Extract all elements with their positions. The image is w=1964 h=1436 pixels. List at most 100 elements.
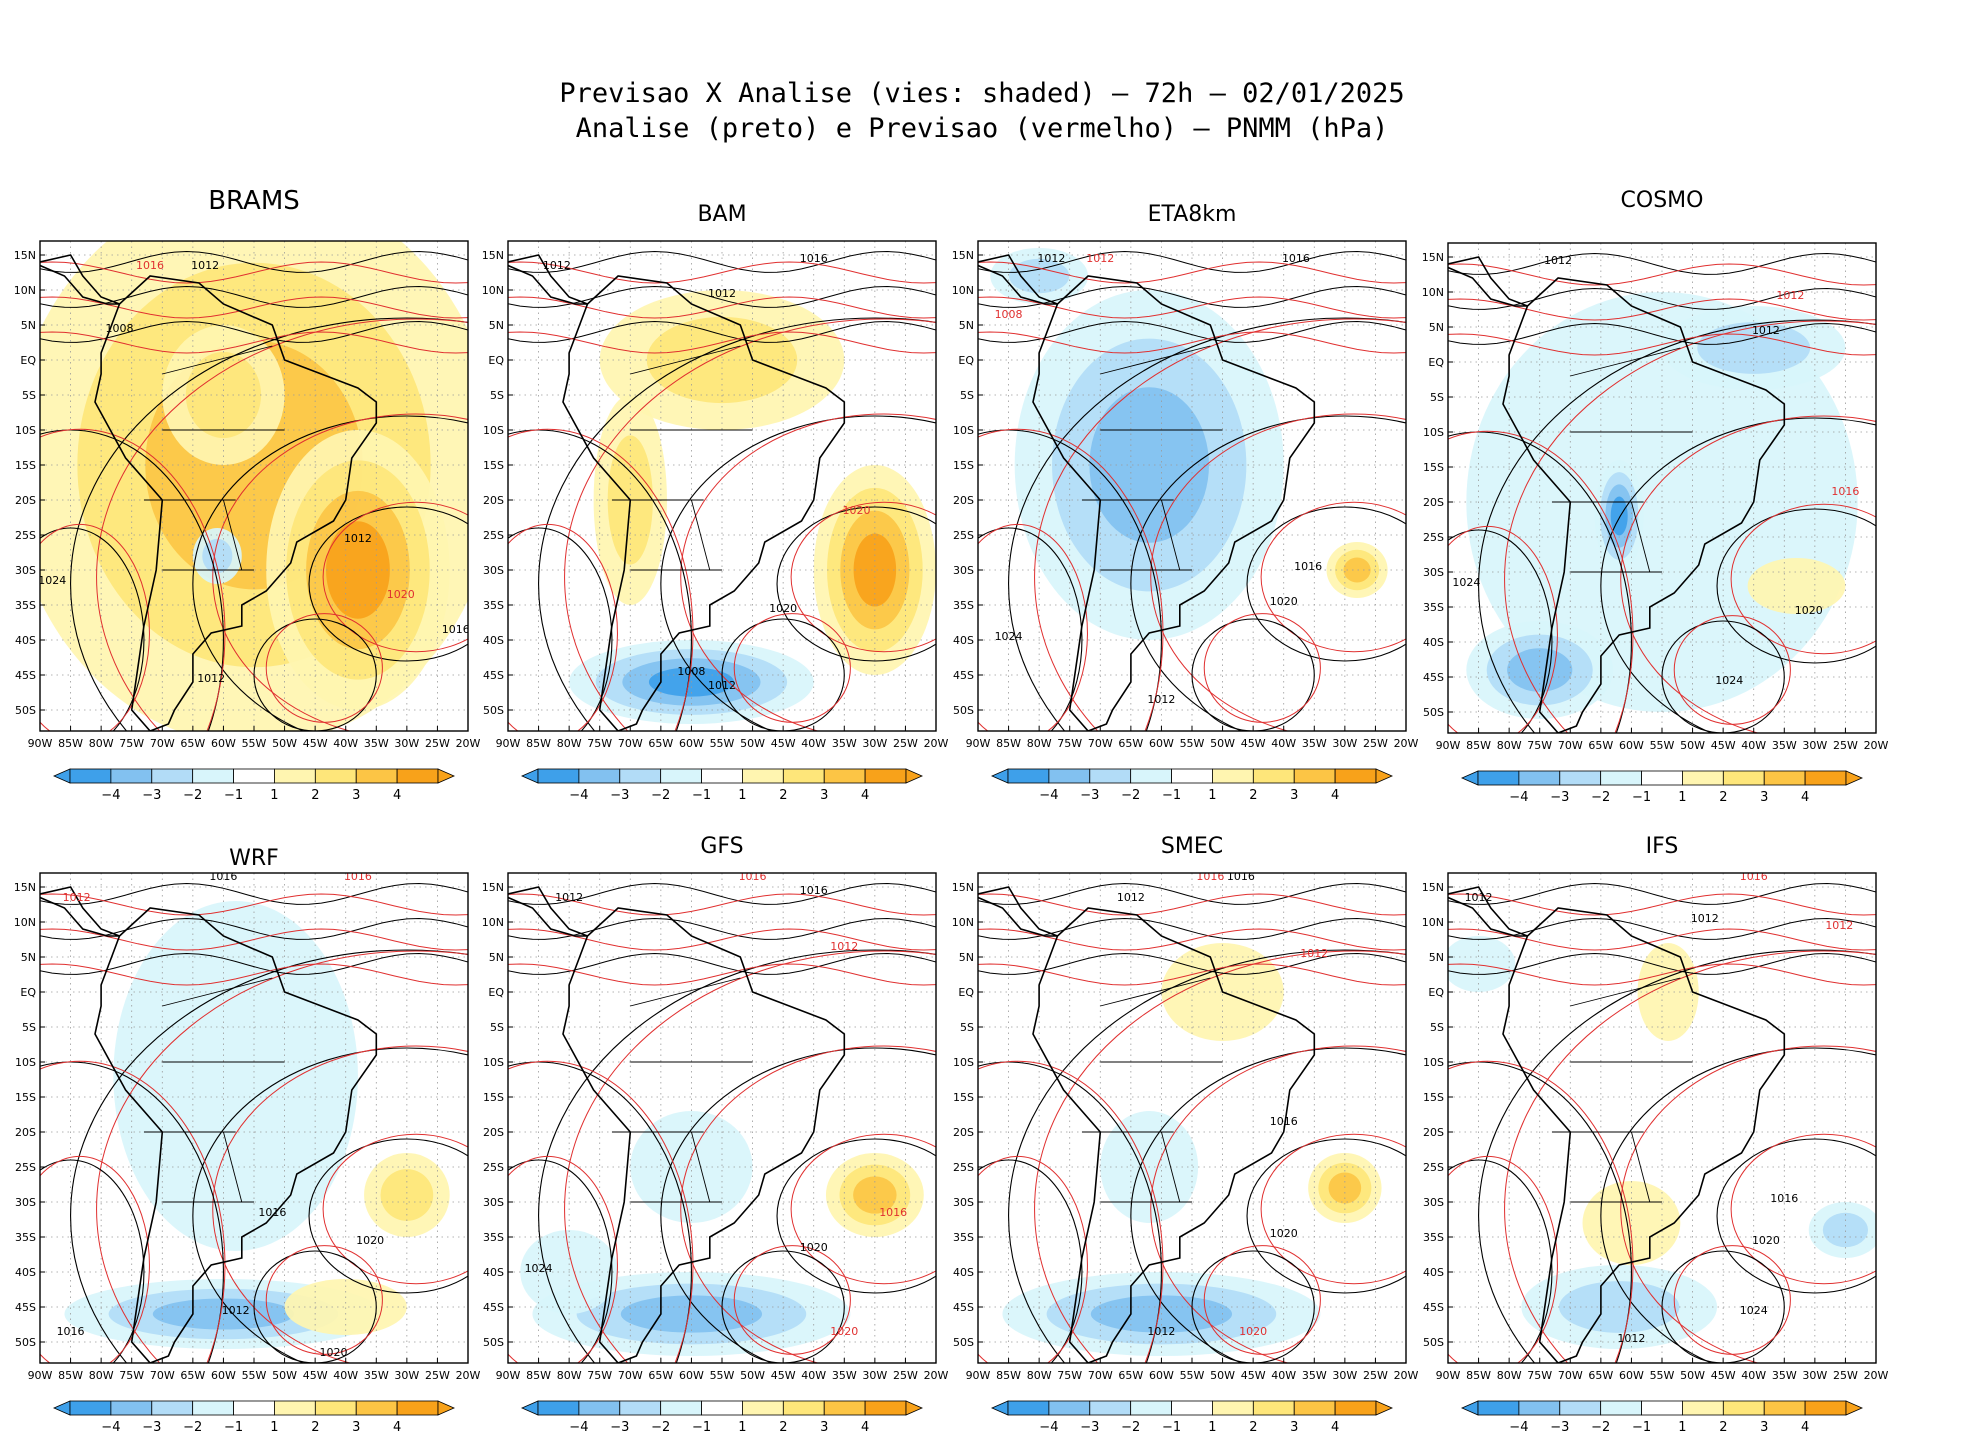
- forecast-isobar-tropics: [508, 331, 936, 354]
- x-tick-label: 80W: [557, 1369, 582, 1382]
- colorbar-bin: [233, 768, 275, 784]
- analysis-isobar: [776, 1138, 936, 1294]
- x-tick-label: 80W: [1497, 1369, 1522, 1382]
- colorbar-label: −3: [1550, 790, 1569, 805]
- x-tick-label: 20W: [456, 737, 481, 750]
- colorbar-bin: [1722, 1400, 1765, 1416]
- colorbar-bin: [578, 1400, 621, 1416]
- x-tick-label: 60W: [1619, 739, 1644, 752]
- analysis-isobar: [978, 1159, 1083, 1363]
- analysis-isobar-tropics: [1448, 322, 1876, 345]
- colorbar-label: 1: [1678, 790, 1686, 805]
- y-tick-label: 45S: [15, 1301, 36, 1314]
- country-border: [690, 499, 711, 571]
- forecast-isobar-tropics: [1448, 333, 1876, 356]
- colorbar-bin: [823, 768, 866, 784]
- forecast-isobar-tropics: [978, 261, 1406, 284]
- colorbar-bin: [1048, 768, 1091, 784]
- colorbar-bin: [1559, 1400, 1602, 1416]
- y-tick-label: 15N: [482, 881, 504, 894]
- colorbar-label: 3: [1290, 1420, 1298, 1435]
- y-tick-label: 40S: [483, 634, 504, 647]
- forecast-isobar: [1203, 1245, 1321, 1355]
- analysis-isobar-label: 1016: [1282, 252, 1310, 265]
- y-tick-label: 10N: [1422, 916, 1444, 929]
- analysis-isobar: [1600, 417, 1876, 733]
- forecast-isobar-tropics: [40, 928, 468, 951]
- colorbar-label: 4: [861, 788, 869, 803]
- y-tick-label: 15S: [483, 1091, 504, 1104]
- analysis-isobar-label: 1020: [800, 1241, 828, 1254]
- colorbar-label: 2: [311, 1420, 319, 1435]
- x-tick-label: 85W: [1466, 739, 1491, 752]
- x-tick-label: 85W: [58, 737, 83, 750]
- coastline-central-america: [40, 254, 120, 305]
- x-tick-label: 35W: [1772, 739, 1797, 752]
- y-tick-label: 40S: [1423, 636, 1444, 649]
- colorbar-arrow-right: [1845, 1400, 1863, 1416]
- map-area-wrf: 1016 1016 1012 1016 1016 1020 1012 1020: [40, 873, 468, 1363]
- y-tick-label: 10S: [15, 1056, 36, 1069]
- y-tick-label: 20S: [15, 494, 36, 507]
- colorbar-arrow-left: [521, 768, 539, 784]
- colorbar-label: −2: [651, 1420, 670, 1435]
- bias-blob-3-level--2: [202, 538, 233, 574]
- x-tick-label: 40W: [1271, 1369, 1296, 1382]
- x-tick-label: 50W: [1680, 739, 1705, 752]
- y-tick-label: 35S: [1423, 1231, 1444, 1244]
- bias-blob-2-level--2: [1009, 258, 1070, 294]
- y-tick-label: 50S: [953, 1336, 974, 1349]
- x-tick-label: 60W: [679, 1369, 704, 1382]
- forecast-isobar-label: 1020: [387, 588, 415, 601]
- analysis-isobar: [192, 1047, 468, 1363]
- analysis-isobar: [1130, 415, 1406, 731]
- coastline-africa: [1875, 873, 1876, 915]
- x-tick-label: 40W: [1271, 737, 1296, 750]
- analysis-isobar-label: 1012: [344, 532, 372, 545]
- y-tick-label: 20S: [1423, 1126, 1444, 1139]
- y-tick-label: 10S: [1423, 426, 1444, 439]
- analysis-isobar-tropics: [1448, 952, 1876, 975]
- colorbar-bin: [1171, 768, 1213, 784]
- y-tick-label: 15S: [953, 1091, 974, 1104]
- coastline-africa: [1405, 873, 1406, 915]
- colorbar-bin: [1518, 1400, 1561, 1416]
- coastline-central-america: [40, 886, 120, 937]
- colorbar-bin: [1089, 1400, 1132, 1416]
- country-border: [222, 499, 243, 571]
- x-tick-label: 80W: [89, 737, 114, 750]
- colorbar-bin: [69, 768, 112, 784]
- y-tick-label: 40S: [953, 634, 974, 647]
- analysis-isobar-tropics: [1448, 287, 1876, 310]
- colorbar-bin: [1600, 770, 1642, 786]
- colorbar-label: −4: [1509, 790, 1528, 805]
- colorbar-label: −4: [1509, 1420, 1528, 1435]
- coastline-south-america: [1502, 907, 1786, 1363]
- forecast-isobar-label: 1016: [1740, 870, 1768, 883]
- forecast-isobar: [508, 428, 694, 731]
- analysis-isobar-tropics: [40, 285, 468, 308]
- colorbar-bin: [110, 1400, 153, 1416]
- forecast-isobar: [265, 613, 383, 723]
- bias-blob-0-level-2: [646, 316, 798, 404]
- colorbar-bin: [1171, 1400, 1213, 1416]
- colorbar-label: −1: [1632, 790, 1651, 805]
- analysis-isobar-tropics: [508, 320, 936, 343]
- colorbar-label: 4: [393, 1420, 401, 1435]
- x-tick-label: 80W: [89, 1369, 114, 1382]
- analysis-isobar-label: 1012: [191, 259, 219, 272]
- analysis-isobar: [1008, 317, 1406, 731]
- y-tick-label: 25S: [1423, 1161, 1444, 1174]
- analysis-isobar-label: 1012: [197, 672, 225, 685]
- x-tick-label: 50W: [272, 1369, 297, 1382]
- x-tick-label: 30W: [394, 1369, 419, 1382]
- forecast-isobar: [733, 1245, 851, 1355]
- colorbar-bin: [742, 1400, 784, 1416]
- analysis-isobar-label: 1012: [555, 891, 583, 904]
- x-tick-label: 70W: [1088, 737, 1113, 750]
- y-tick-label: 50S: [953, 704, 974, 717]
- country-border: [222, 1131, 243, 1203]
- country-border: [162, 977, 273, 1007]
- colorbar-label: −2: [1121, 1420, 1140, 1435]
